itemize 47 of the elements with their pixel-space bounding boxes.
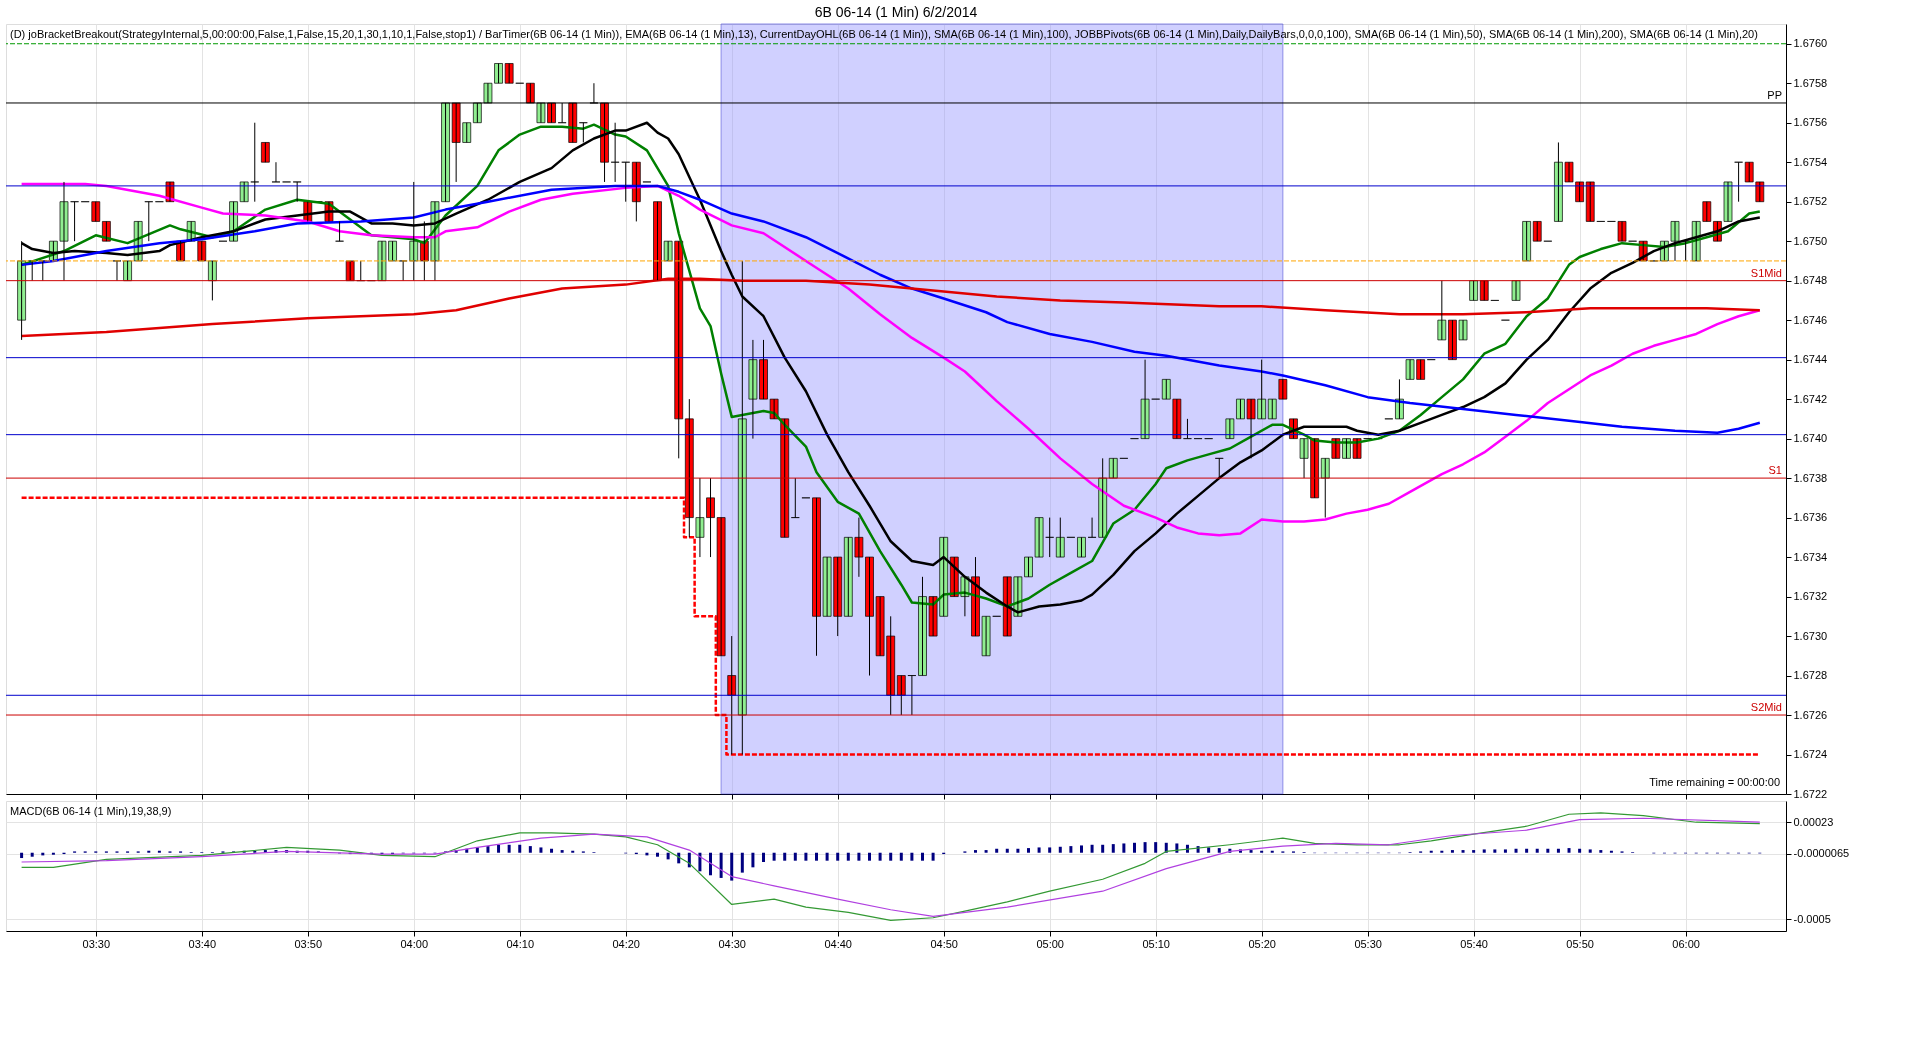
x-tick-label: 05:00 <box>1036 937 1064 950</box>
y-tick-label: 1.6726 <box>1793 708 1828 721</box>
y-tick-label: 1.6752 <box>1793 195 1828 208</box>
y-tick-label: 1.6748 <box>1793 274 1828 287</box>
ref-line-label: PP <box>1767 88 1782 101</box>
y-tick-label: 1.6754 <box>1793 155 1828 168</box>
y-tick-label: -0.0005 <box>1793 912 1831 925</box>
x-tick-label: 05:50 <box>1566 937 1594 950</box>
x-tick-label: 04:50 <box>930 937 958 950</box>
y-tick-label: 0.00023 <box>1793 815 1834 828</box>
y-tick-label: 1.6730 <box>1793 629 1828 642</box>
y-tick-label: 1.6742 <box>1793 392 1828 405</box>
chart-subtitle: (D) joBracketBreakout(StrategyInternal,5,00:00:00,False,1,False,15,20,1,30,1,10,1,False,stop1) / BarTimer(6B 06-14 (1 Min)), EMA(6B 06-14 (1 Min),13), CurrentDayOHL(6B 06-14 (1 Min)), SMA(6B 06-14 (1 Min),100), JOBBPivots(6B 06-14 (1 Min),Daily,DailyBars,0,0,0,100), SMA(6B 06-14 (1 Min),50), SMA(6B 06-14 (1 Min),200), SMA(6B 06-14 (1 Min),20) <box>10 28 1758 40</box>
x-tick-label: 03:40 <box>188 937 217 950</box>
x-tick-label: 04:30 <box>718 937 746 950</box>
y-tick-label: 1.6736 <box>1793 511 1828 524</box>
x-tick-label: 04:10 <box>506 937 535 950</box>
ref-line-label: S2Mid <box>1750 701 1782 714</box>
x-tick-label: 06:00 <box>1672 937 1700 950</box>
y-tick-label: 1.6732 <box>1793 590 1828 603</box>
x-tick-label: 05:20 <box>1248 937 1276 950</box>
x-tick-label: 03:30 <box>82 937 111 950</box>
x-tick-label: 05:40 <box>1460 937 1488 950</box>
x-tick-label: 03:50 <box>294 937 323 950</box>
y-tick-label: 1.6728 <box>1793 669 1828 682</box>
y-tick-label: 1.6750 <box>1793 234 1828 247</box>
y-tick-label: -0.0000065 <box>1793 847 1850 860</box>
x-tick-label: 05:10 <box>1142 937 1170 950</box>
y-tick-label: 1.6746 <box>1793 313 1828 326</box>
ref-line-label: S1Mid <box>1750 266 1782 279</box>
chart-title: MACD(6B 06-14 (1 Min),19,38,9) <box>10 805 172 817</box>
annotation: Time remaining = 00:00:00 <box>1649 776 1780 788</box>
y-tick-label: 1.6740 <box>1793 432 1828 445</box>
y-tick-label: 1.6738 <box>1793 471 1828 484</box>
x-tick-label: 04:20 <box>612 937 640 950</box>
y-tick-label: 1.6760 <box>1793 37 1828 50</box>
y-tick-label: 1.6724 <box>1793 748 1828 761</box>
y-tick-label: 1.6756 <box>1793 116 1828 129</box>
chart-title: 6B 06-14 (1 Min) 6/2/2014 <box>814 3 978 20</box>
x-tick-label: 04:40 <box>824 937 852 950</box>
x-tick-label: 05:30 <box>1354 937 1382 950</box>
y-tick-label: 1.6758 <box>1793 76 1828 89</box>
y-tick-label: 1.6722 <box>1793 787 1828 800</box>
ref-line-label: S1 <box>1768 464 1782 477</box>
y-tick-label: 1.6744 <box>1793 353 1828 366</box>
y-tick-label: 1.6734 <box>1793 550 1828 563</box>
x-tick-label: 04:00 <box>400 937 429 950</box>
